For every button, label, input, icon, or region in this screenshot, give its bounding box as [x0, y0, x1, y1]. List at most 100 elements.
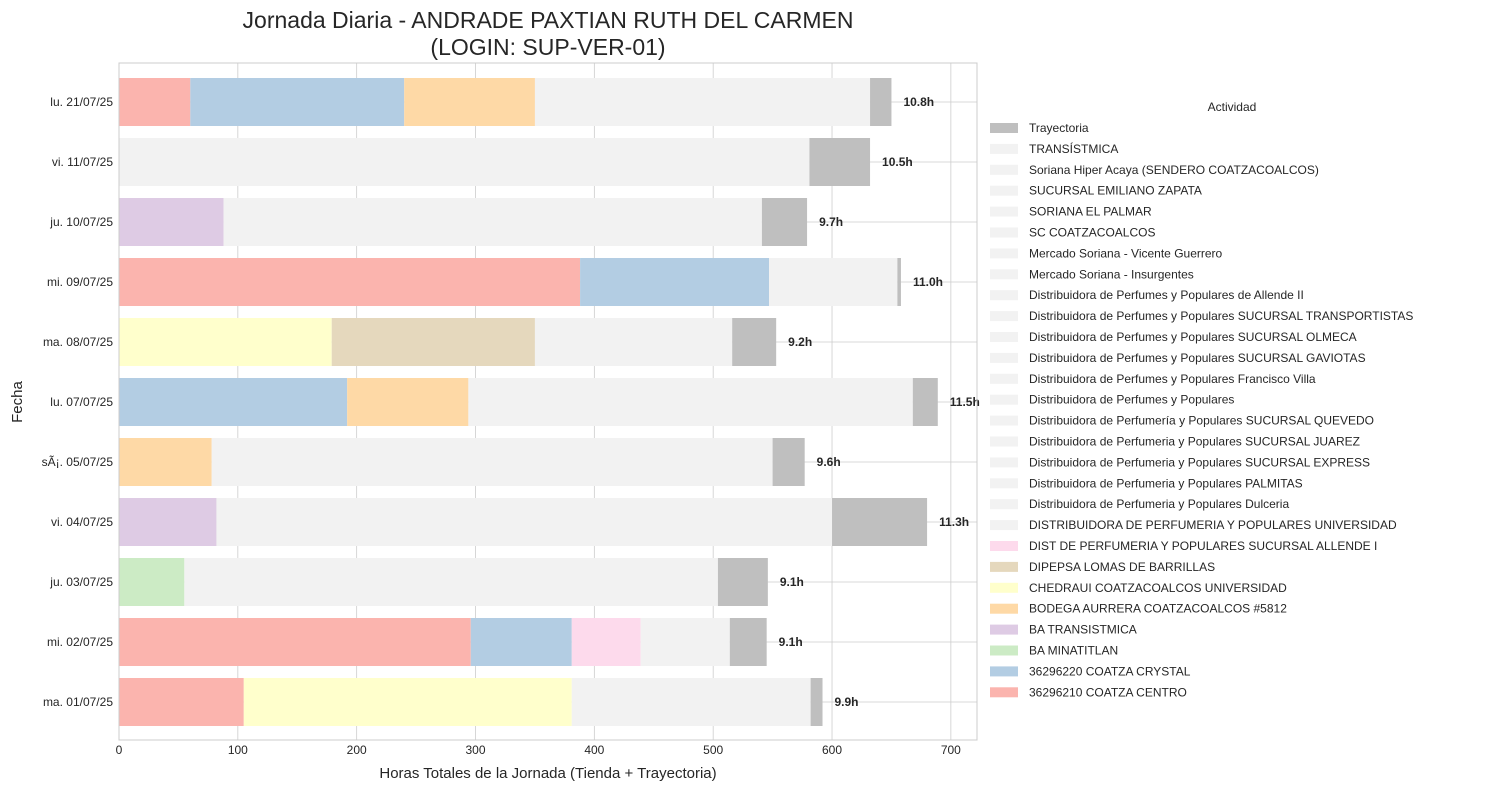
legend-swatch	[990, 582, 1018, 593]
bar-segment	[772, 438, 805, 486]
bar-segment	[809, 138, 871, 186]
y-tick-label: ma. 01/07/25	[43, 695, 113, 709]
bar-segment	[119, 498, 217, 546]
legend-swatch	[990, 123, 1018, 133]
legend-item-label: 36296220 COATZA CRYSTAL	[1029, 664, 1191, 678]
y-axis-label: Fecha	[9, 381, 26, 423]
legend-swatch	[990, 143, 1018, 154]
y-tick-label: mi. 02/07/25	[47, 635, 113, 649]
legend-item-label: Distribuidora de Perfumeria y Populares …	[1029, 497, 1289, 511]
legend-item-label: Distribuidora de Perfumeria y Populares …	[1029, 435, 1360, 449]
x-tick-label: 0	[116, 743, 123, 757]
legend-swatch	[990, 603, 1018, 614]
bar-total-label: 9.1h	[780, 575, 804, 589]
bar-total-label: 10.5h	[882, 155, 913, 169]
legend-item-label: Distribuidora de Perfumes y Populares SU…	[1029, 309, 1413, 323]
legend-item-label: DISTRIBUIDORA DE PERFUMERIA Y POPULARES …	[1029, 518, 1397, 532]
bar-total-label: 9.9h	[835, 695, 859, 709]
legend-item-label: Distribuidora de Perfumeria y Populares …	[1029, 455, 1370, 469]
bar-total-label: 11.3h	[939, 515, 969, 529]
legend-item-label: SC COATZACOALCOS	[1029, 226, 1155, 240]
bar-segment	[761, 198, 808, 246]
bar-segment	[119, 378, 348, 426]
bar-segment	[470, 618, 572, 666]
x-tick-label: 300	[465, 743, 485, 757]
legend-swatch	[990, 624, 1018, 635]
bar-segment	[119, 618, 471, 666]
axes-layer: 0 100 200 300 400 500 600 700 lu. 21/07/25 vi. 11…	[42, 62, 978, 757]
legend-swatch	[990, 541, 1018, 551]
legend-item-label: DIST DE PERFUMERIA Y POPULARES SUCURSAL …	[1029, 539, 1377, 553]
bar-segment	[534, 78, 871, 126]
bar-total-label: 9.6h	[817, 455, 841, 469]
legend-title: Actividad	[1208, 100, 1257, 114]
bar-segment	[119, 438, 212, 486]
x-tick-label: 700	[941, 743, 961, 757]
bar-segment	[640, 618, 730, 666]
y-tick-label: lu. 07/07/25	[50, 395, 113, 409]
legend-item-label: Distribuidora de Perfumes y Populares SU…	[1029, 330, 1357, 344]
legend-item-label: Distribuidora de Perfumes y Populares	[1029, 393, 1234, 407]
y-tick-label: sÃ¡. 05/07/25	[42, 455, 114, 469]
legend-item-label: Mercado Soriana - Insurgentes	[1029, 267, 1194, 281]
legend-swatch	[990, 290, 1018, 301]
bar-segment	[729, 618, 767, 666]
legend-item-label: TRANSÍSTMICA	[1029, 141, 1118, 156]
bar-segment	[769, 258, 898, 306]
bar-total-label: 10.8h	[903, 95, 934, 109]
bar-segment	[580, 258, 770, 306]
legend-swatch	[990, 687, 1018, 698]
bar-segment	[832, 498, 928, 546]
legend-swatch	[990, 499, 1018, 510]
x-tick-label: 600	[822, 743, 842, 757]
legend-item-label: Mercado Soriana - Vicente Guerrero	[1029, 246, 1223, 260]
legend-swatch	[990, 394, 1018, 405]
bar-segment	[571, 678, 811, 726]
bar-segment	[534, 318, 733, 366]
x-tick-label: 400	[584, 743, 604, 757]
legend-swatch	[990, 311, 1018, 322]
legend-item-label: BA MINATITLAN	[1029, 644, 1118, 658]
y-tick-label: ju. 03/07/25	[49, 575, 113, 589]
bar-segment	[870, 78, 892, 126]
legend-item-label: Soriana Hiper Acaya (SENDERO COATZACOALC…	[1029, 163, 1319, 177]
x-tick-label: 100	[228, 743, 248, 757]
y-tick-label: vi. 11/07/25	[52, 155, 113, 169]
legend-item-label: Distribuidora de Perfumes y Populares SU…	[1029, 351, 1366, 365]
x-axis-label: Horas Totales de la Jornada (Tienda + Tr…	[379, 765, 716, 782]
legend-item-label: Distribuidora de Perfumería y Populares …	[1029, 414, 1374, 428]
legend-swatch	[990, 645, 1018, 656]
y-tick-label: ju. 10/07/25	[49, 215, 113, 229]
bar-total-label: 9.1h	[779, 635, 803, 649]
legend-swatch	[990, 520, 1018, 531]
y-tick-label: vi. 04/07/25	[51, 515, 113, 529]
legend-item-label: Distribuidora de Perfumes y Populares Fr…	[1029, 372, 1316, 386]
bars-layer: 10.8h 10.5h 9.7h 11.0h 9.2h 11.5h 9.6h 11.3h 9.1…	[119, 78, 980, 726]
legend-swatch	[990, 185, 1018, 196]
bar-segment	[211, 438, 773, 486]
bar-segment	[732, 318, 777, 366]
bar-segment	[331, 318, 535, 366]
bar-segment	[897, 258, 901, 306]
y-tick-label: mi. 09/07/25	[47, 275, 113, 289]
x-tick-label: 200	[347, 743, 367, 757]
legend-swatch	[990, 478, 1018, 489]
bar-total-label: 9.2h	[788, 335, 812, 349]
bar-segment	[468, 378, 913, 426]
bar-segment	[119, 198, 224, 246]
legend-swatch	[990, 666, 1018, 677]
legend-item-label: SORIANA EL PALMAR	[1029, 205, 1152, 219]
bar-segment	[119, 138, 810, 186]
bar-total-label: 11.0h	[913, 275, 943, 289]
chart-title-line2: (LOGIN: SUP-VER-01)	[430, 34, 665, 60]
bar-segment	[223, 198, 762, 246]
bar-segment	[717, 558, 768, 606]
bar-segment	[119, 258, 581, 306]
legend-swatch	[990, 248, 1018, 259]
bar-segment	[404, 78, 535, 126]
bar-segment	[119, 558, 185, 606]
legend-swatch	[990, 457, 1018, 468]
legend: Actividad Trayectoria TRANSÍSTMICA Soriana…	[990, 100, 1413, 699]
